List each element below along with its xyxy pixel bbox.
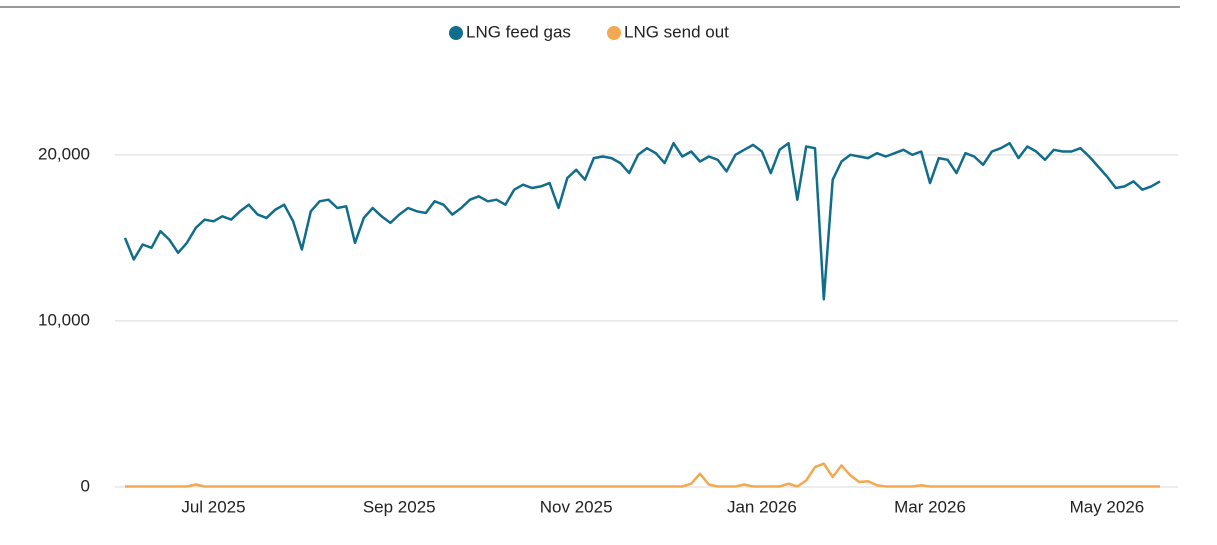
legend-label: LNG send out — [624, 22, 729, 41]
legend-label: LNG feed gas — [466, 22, 571, 41]
y-tick-label: 0 — [81, 476, 90, 495]
legend-swatch — [449, 26, 463, 40]
x-tick-label: Sep 2025 — [363, 497, 436, 516]
x-tick-label: May 2026 — [1070, 497, 1145, 516]
legend-swatch — [607, 26, 621, 40]
line-series — [125, 462, 1160, 488]
x-tick-label: Mar 2026 — [894, 497, 966, 516]
y-tick-label: 10,000 — [38, 310, 90, 329]
x-tick-label: Nov 2025 — [540, 497, 613, 516]
x-tick-label: Jul 2025 — [181, 497, 245, 516]
x-tick-label: Jan 2026 — [727, 497, 797, 516]
line-series — [123, 141, 1161, 301]
y-tick-label: 20,000 — [38, 144, 90, 163]
